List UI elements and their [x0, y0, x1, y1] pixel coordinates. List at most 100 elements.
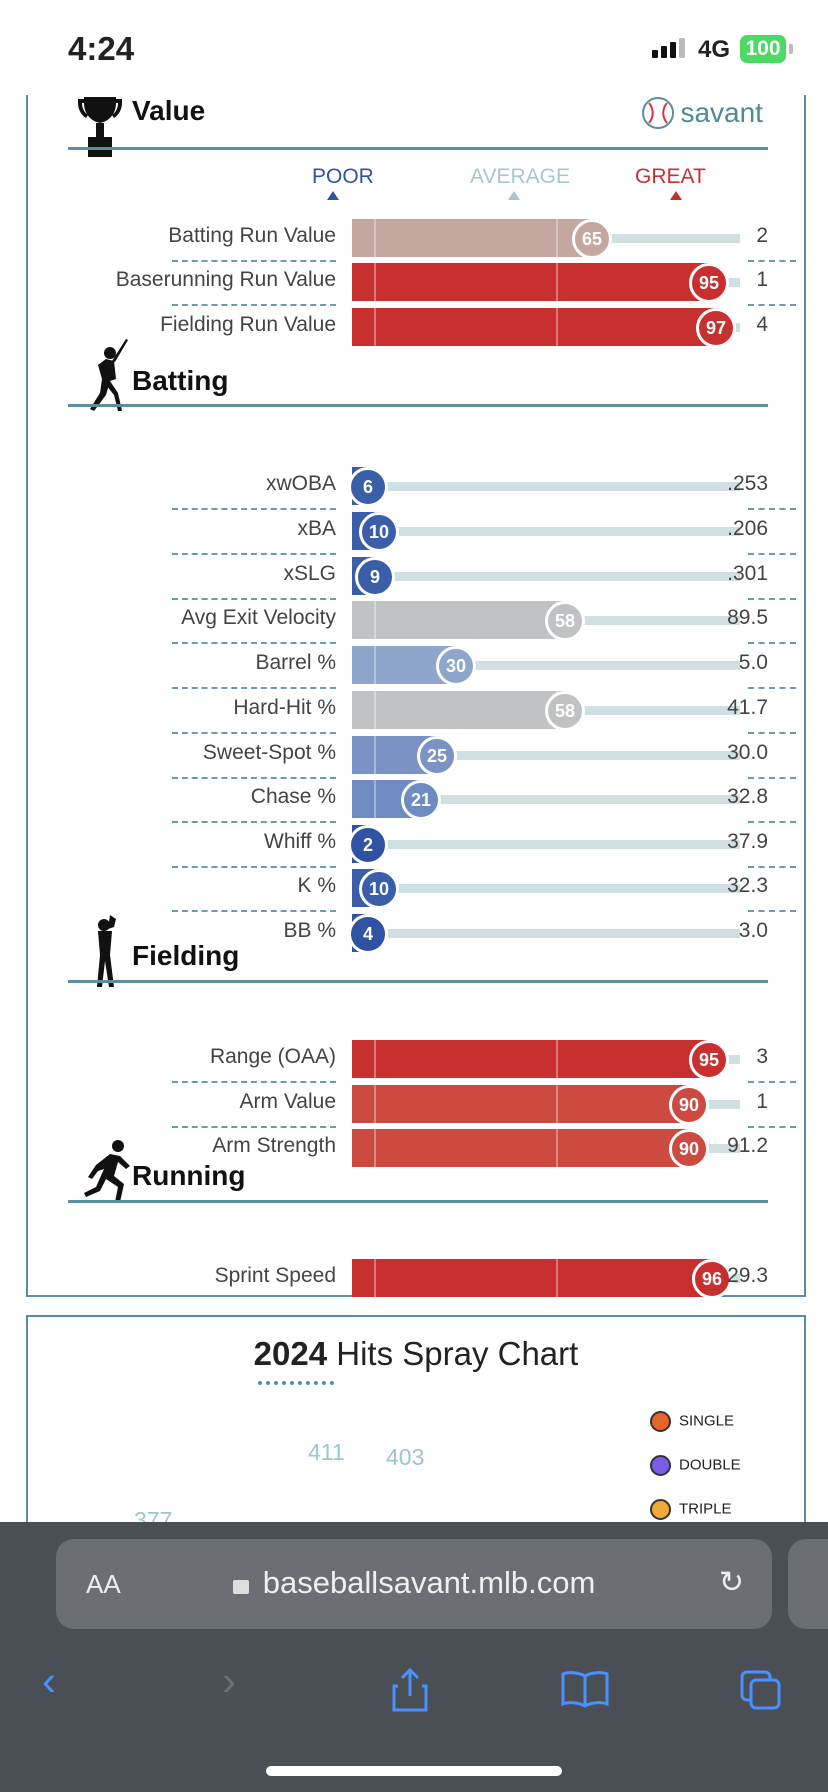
batter-icon: [90, 339, 128, 411]
percentile-track: [352, 661, 740, 670]
percentile-bubble: 10: [359, 512, 399, 552]
percentile-bubble: 95: [689, 1040, 729, 1080]
row-label: xwOBA: [265, 472, 336, 495]
percentile-row[interactable]: Arm Value 90 1: [68, 1085, 796, 1128]
bar-gridline: [556, 308, 558, 346]
percentile-row[interactable]: Arm Strength 90 91.2: [68, 1129, 768, 1169]
share-icon[interactable]: [390, 1666, 430, 1712]
row-label: Sweet-Spot %: [202, 741, 336, 764]
bar-gridline: [374, 1259, 376, 1297]
reload-icon[interactable]: ↻: [718, 1566, 744, 1599]
percentile-bubble: 90: [669, 1085, 709, 1125]
triple-dot: [650, 1499, 671, 1520]
row-divider: [748, 553, 796, 555]
scale-average-marker: [508, 191, 520, 200]
row-divider: [172, 304, 336, 306]
battery-tip: [789, 44, 793, 54]
percentile-bubble: 4: [348, 914, 388, 954]
bar-gridline: [556, 1040, 558, 1078]
next-tab-bar[interactable]: [788, 1539, 828, 1629]
percentile-row[interactable]: BB % 4 3.0: [68, 914, 768, 954]
bar-gridline: [374, 1085, 376, 1123]
percentile-bubble: 2: [348, 825, 388, 865]
signal-icon: [652, 38, 688, 58]
section-title-running: Running: [132, 1160, 246, 1191]
percentile-bubble: 95: [689, 263, 729, 303]
legend-double: DOUBLE: [650, 1455, 741, 1476]
browser-nav: ‹ ›: [0, 1652, 828, 1732]
url-display[interactable]: baseballsavant.mlb.com: [56, 1565, 772, 1601]
percentile-track: [352, 482, 740, 491]
bar-gridline: [556, 263, 558, 301]
row-divider: [172, 598, 336, 600]
percentile-row[interactable]: xBA 10 .206: [68, 512, 796, 555]
section-title-value: Value: [132, 95, 206, 126]
percentile-row[interactable]: xSLG 9 .301: [68, 557, 796, 600]
percentile-track: [352, 840, 740, 849]
percentile-bubble: 25: [417, 736, 457, 776]
row-divider: [172, 777, 336, 779]
bar-gridline: [556, 1259, 558, 1297]
percentile-bar: [352, 263, 711, 301]
percentile-track: [352, 929, 740, 938]
percentile-row[interactable]: Fielding Run Value 97 4: [68, 308, 768, 348]
double-dot: [650, 1455, 671, 1476]
section-rule-running: [68, 1200, 768, 1203]
percentile-row[interactable]: Range (OAA) 95 3: [68, 1040, 796, 1083]
row-divider: [748, 732, 796, 734]
bookmarks-icon[interactable]: [560, 1670, 610, 1708]
row-divider: [748, 260, 796, 262]
percentile-row[interactable]: Avg Exit Velocity 58 89.5: [68, 601, 796, 644]
row-label: xBA: [297, 517, 336, 540]
bar-gridline: [374, 308, 376, 346]
percentile-bubble: 30: [436, 646, 476, 686]
row-divider: [748, 866, 796, 868]
percentile-row[interactable]: Sprint Speed 96 29.3: [68, 1259, 768, 1299]
percentile-row[interactable]: Baserunning Run Value 95 1: [68, 263, 796, 306]
percentile-row[interactable]: Batting Run Value 65 2: [68, 219, 796, 262]
status-time: 4:24: [68, 30, 135, 67]
row-value: .206: [727, 517, 768, 540]
address-bar[interactable]: AA baseballsavant.mlb.com ↻: [56, 1539, 772, 1629]
row-divider: [172, 260, 336, 262]
row-divider: [748, 508, 796, 510]
forward-icon[interactable]: ›: [222, 1657, 236, 1704]
browser-toolbar: AA baseballsavant.mlb.com ↻ ‹ ›: [0, 1522, 828, 1792]
bar-gridline: [374, 646, 376, 684]
row-divider: [748, 598, 796, 600]
runner-icon: [84, 1140, 130, 1202]
row-value: .253: [727, 472, 768, 495]
row-divider: [172, 553, 336, 555]
tabs-icon[interactable]: [738, 1668, 784, 1712]
scale-poor-marker: [327, 191, 339, 200]
bar-gridline: [374, 1040, 376, 1078]
bar-gridline: [374, 691, 376, 729]
home-indicator[interactable]: [266, 1766, 562, 1776]
percentile-row[interactable]: Sweet-Spot % 25 30.0: [68, 736, 796, 779]
section-title-batting: Batting: [132, 365, 229, 396]
reader-settings-button[interactable]: AA: [86, 1569, 121, 1599]
row-value: 3: [756, 1045, 768, 1068]
percentile-bar: [352, 1259, 714, 1297]
row-value: 29.3: [727, 1264, 768, 1287]
percentile-row[interactable]: Chase % 21 32.8: [68, 780, 796, 823]
bar-gridline: [374, 601, 376, 639]
row-divider: [748, 1126, 796, 1128]
row-label: xSLG: [283, 562, 336, 585]
row-divider: [748, 642, 796, 644]
percentile-bubble: 10: [359, 869, 399, 909]
percentile-row[interactable]: K % 10 32.3: [68, 869, 796, 912]
row-label: Whiff %: [264, 830, 336, 853]
percentile-bubble: 96: [692, 1259, 732, 1299]
row-value: 3.0: [738, 919, 768, 942]
back-icon[interactable]: ‹: [42, 1657, 56, 1704]
savant-logo[interactable]: savant: [640, 95, 763, 131]
spray-chart-title-text: Hits Spray Chart: [327, 1335, 579, 1372]
percentile-row[interactable]: Barrel % 30 5.0: [68, 646, 796, 689]
row-divider: [172, 732, 336, 734]
percentile-row[interactable]: Hard-Hit % 58 41.7: [68, 691, 796, 734]
percentile-bubble: 58: [545, 601, 585, 641]
percentile-row[interactable]: Whiff % 2 37.9: [68, 825, 796, 868]
percentile-row[interactable]: xwOBA 6 .253: [68, 467, 796, 510]
row-label: Hard-Hit %: [233, 696, 336, 719]
